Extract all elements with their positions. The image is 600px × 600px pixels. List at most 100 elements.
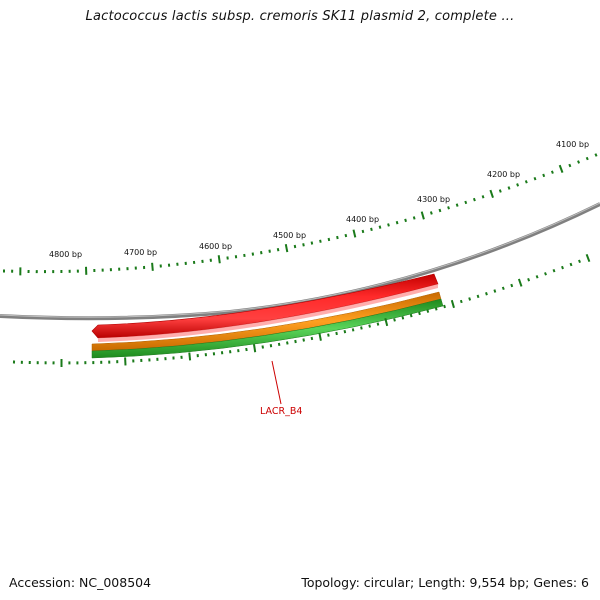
outer-ring-minor-tick — [542, 173, 546, 178]
inner-ring-minor-tick — [368, 324, 371, 328]
outer-ring-major-tick — [352, 229, 357, 238]
outer-ring-minor-tick — [438, 208, 442, 213]
outer-ring-minor-tick — [472, 197, 476, 202]
inner-tick-ring — [12, 253, 591, 367]
gene-label-lacr-b4[interactable]: LACR_B4 — [260, 406, 302, 417]
outer-ring-minor-tick — [268, 249, 271, 253]
tick-label-4500: 4500 bp — [273, 231, 306, 240]
green-feature-track[interactable] — [91, 298, 444, 359]
outer-ring-minor-tick — [550, 170, 554, 174]
outer-ring-minor-tick — [361, 229, 365, 234]
outer-ring-minor-tick — [481, 195, 485, 199]
plasmid-backbone-highlight — [0, 202, 600, 318]
inner-ring-minor-tick — [409, 313, 413, 318]
outer-ring-minor-tick — [516, 183, 520, 187]
inner-ring-minor-tick — [501, 286, 505, 291]
tick-label-4300: 4300 bp — [417, 195, 450, 204]
gene-lacr-b4-arrow[interactable] — [91, 273, 439, 339]
inner-ring-minor-tick — [277, 342, 281, 346]
inner-ring-minor-tick — [351, 328, 355, 332]
map-title: Lactococcus lactis subsp. cremoris SK11 … — [85, 9, 515, 24]
gene-label-leader-line — [271, 360, 282, 405]
outer-ring-major-tick — [284, 244, 289, 253]
outer-ring-minor-tick — [585, 156, 589, 161]
outer-ring-minor-tick — [302, 243, 305, 247]
inner-ring-minor-tick — [245, 347, 248, 352]
outer-ring-minor-tick — [404, 218, 407, 223]
inner-ring-major-tick — [318, 332, 322, 341]
tick-label-4600: 4600 bp — [199, 242, 232, 251]
outer-ring-minor-tick — [594, 153, 598, 157]
inner-ring-minor-tick — [426, 309, 430, 313]
outer-ring-minor-tick — [251, 252, 255, 256]
outer-ring-minor-tick — [276, 248, 280, 252]
tick-label-4100: 4100 bp — [556, 140, 589, 149]
inner-ring-major-tick — [450, 299, 455, 309]
inner-ring-minor-tick — [327, 333, 330, 337]
outer-ring-major-tick — [217, 255, 221, 264]
outer-ring-minor-tick — [533, 176, 537, 181]
inner-ring-minor-tick — [476, 294, 480, 299]
inner-ring-minor-tick — [493, 289, 497, 293]
outer-ring-minor-tick — [455, 203, 459, 207]
inner-ring-minor-tick — [294, 339, 297, 344]
inner-ring-major-tick — [517, 278, 523, 287]
inner-ring-minor-tick — [443, 304, 446, 309]
inner-ring-minor-tick — [310, 336, 314, 341]
outer-ring-major-tick — [489, 189, 494, 199]
inner-ring-minor-tick — [360, 326, 363, 330]
inner-ring-minor-tick — [578, 259, 581, 264]
inner-ring-minor-tick — [561, 265, 564, 270]
outer-ring-major-tick — [420, 211, 425, 220]
outer-ring-minor-tick — [336, 235, 339, 240]
outer-ring-minor-tick — [370, 227, 373, 232]
outer-tick-marks — [3, 153, 598, 276]
inner-ring-minor-tick — [343, 329, 347, 334]
outer-ring-minor-tick — [524, 180, 528, 184]
outer-ring-minor-tick — [378, 225, 382, 229]
outer-ring-minor-tick — [387, 223, 390, 227]
inner-ring-minor-tick — [510, 283, 514, 288]
tick-label-4800: 4800 bp — [49, 250, 82, 259]
inner-ring-major-tick — [585, 253, 591, 263]
outer-ring-minor-tick — [429, 211, 433, 215]
inner-ring-minor-tick — [535, 275, 539, 279]
accession-info: Accession: NC_008504 — [9, 575, 152, 590]
outer-ring-minor-tick — [344, 233, 348, 238]
outer-ring-minor-tick — [447, 206, 450, 210]
outer-ring-minor-tick — [395, 220, 399, 225]
inner-ring-minor-tick — [418, 311, 421, 316]
inner-ring-minor-tick — [376, 322, 380, 326]
outer-ring-minor-tick — [260, 251, 263, 255]
outer-ring-major-tick — [151, 262, 154, 271]
inner-ring-minor-tick — [261, 345, 264, 349]
inner-ring-minor-tick — [552, 268, 556, 273]
outer-ring-minor-tick — [507, 186, 511, 190]
tick-label-4700: 4700 bp — [124, 248, 157, 257]
outer-ring-minor-tick — [310, 241, 314, 245]
inner-ring-minor-tick — [544, 272, 547, 276]
outer-ring-minor-tick — [293, 244, 297, 249]
outer-ring-minor-tick — [577, 160, 581, 164]
inner-ring-major-tick — [384, 317, 389, 327]
inner-ring-minor-tick — [485, 292, 488, 296]
inner-ring-minor-tick — [269, 344, 273, 348]
tick-label-4200: 4200 bp — [487, 170, 520, 179]
outer-ring-minor-tick — [568, 163, 572, 168]
outer-ring-minor-tick — [327, 237, 331, 242]
inner-ring-minor-tick — [302, 338, 305, 342]
inner-ring-major-tick — [188, 352, 192, 361]
outer-ring-minor-tick — [319, 239, 322, 243]
inner-ring-minor-tick — [434, 307, 438, 311]
tick-label-4400: 4400 bp — [346, 215, 379, 224]
plasmid-backbone — [0, 202, 600, 321]
outer-ring-minor-tick — [412, 216, 416, 220]
outer-ring-minor-tick — [464, 200, 468, 205]
outer-ring-minor-tick — [498, 189, 502, 193]
inner-ring-minor-tick — [393, 318, 396, 322]
inner-ring-minor-tick — [286, 341, 289, 345]
inner-ring-minor-tick — [569, 262, 573, 267]
inner-ring-minor-tick — [335, 331, 338, 336]
